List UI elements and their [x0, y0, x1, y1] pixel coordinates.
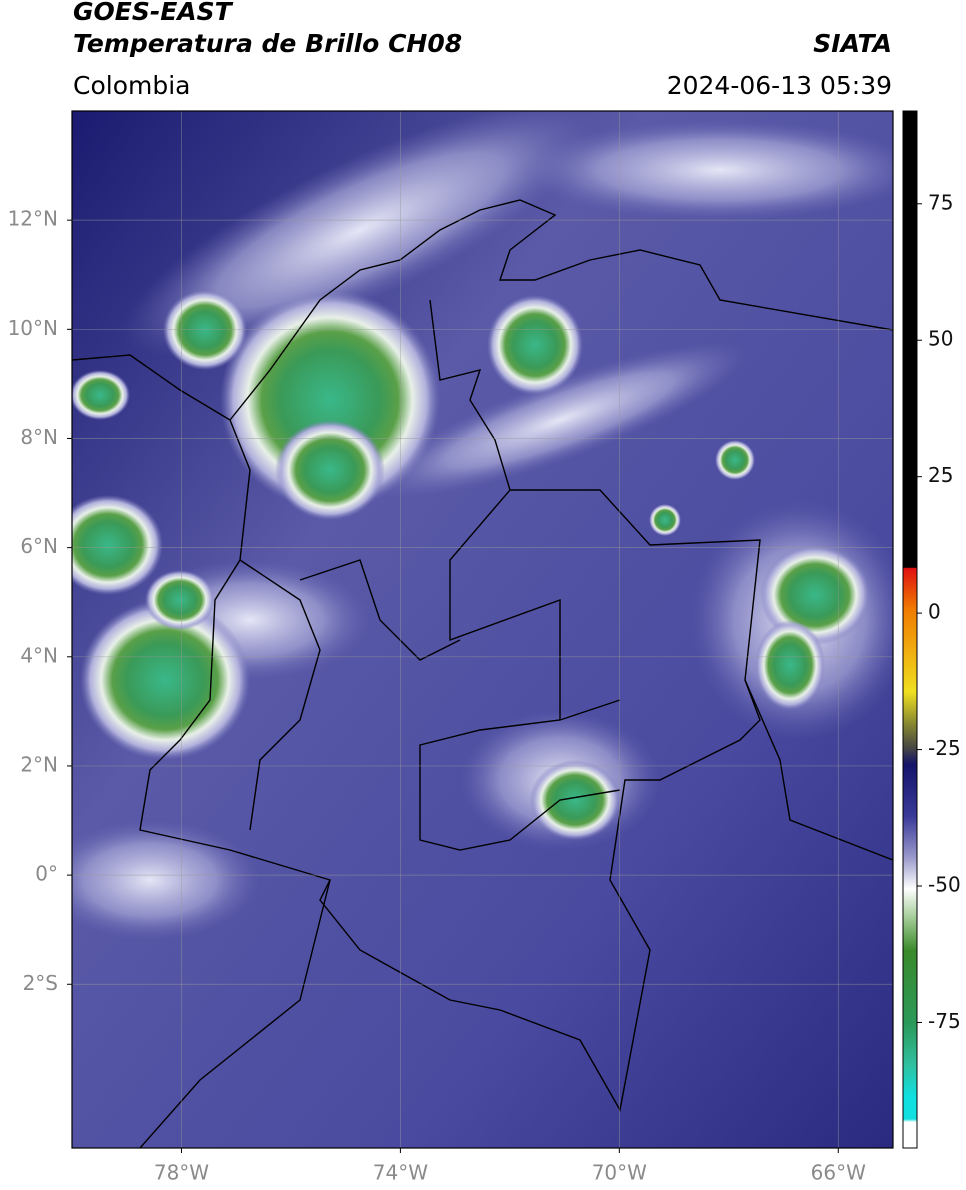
colorbar-tick-label: 0 [928, 600, 941, 624]
y-tick-label: 4°N [20, 643, 58, 667]
x-tick-label: 74°W [373, 1161, 428, 1185]
y-tick-label: 12°N [8, 207, 58, 231]
y-tick-label: 2°S [23, 971, 58, 995]
datetime: 2024-06-13 05:39 [667, 71, 892, 100]
title: GOES-EAST [73, 0, 234, 26]
colorbar-tick-label: 25 [928, 463, 953, 487]
x-tick-label: 78°W [154, 1161, 209, 1185]
y-tick-label: 6°N [20, 534, 58, 558]
satellite-image [72, 111, 893, 1148]
source: SIATA [813, 29, 892, 58]
subtitle: Temperatura de Brillo CH08 [73, 29, 462, 58]
region: Colombia [73, 71, 190, 100]
colorbar-tick-label: 50 [928, 327, 953, 351]
colorbar-tick-label: -25 [928, 736, 961, 760]
x-tick-label: 70°W [592, 1161, 647, 1185]
x-tick-label: 66°W [811, 1161, 866, 1185]
map-frame [71, 110, 894, 1149]
y-tick-label: 2°N [20, 752, 58, 776]
colorbar-tick-label: -75 [928, 1009, 961, 1033]
colorbar [902, 110, 918, 1149]
graticule [72, 111, 893, 1148]
y-tick-label: 10°N [8, 316, 58, 340]
y-tick-label: 0° [35, 862, 58, 886]
colorbar-tick-label: 75 [928, 190, 953, 214]
y-tick-label: 8°N [20, 425, 58, 449]
colorbar-tick-label: -50 [928, 873, 961, 897]
